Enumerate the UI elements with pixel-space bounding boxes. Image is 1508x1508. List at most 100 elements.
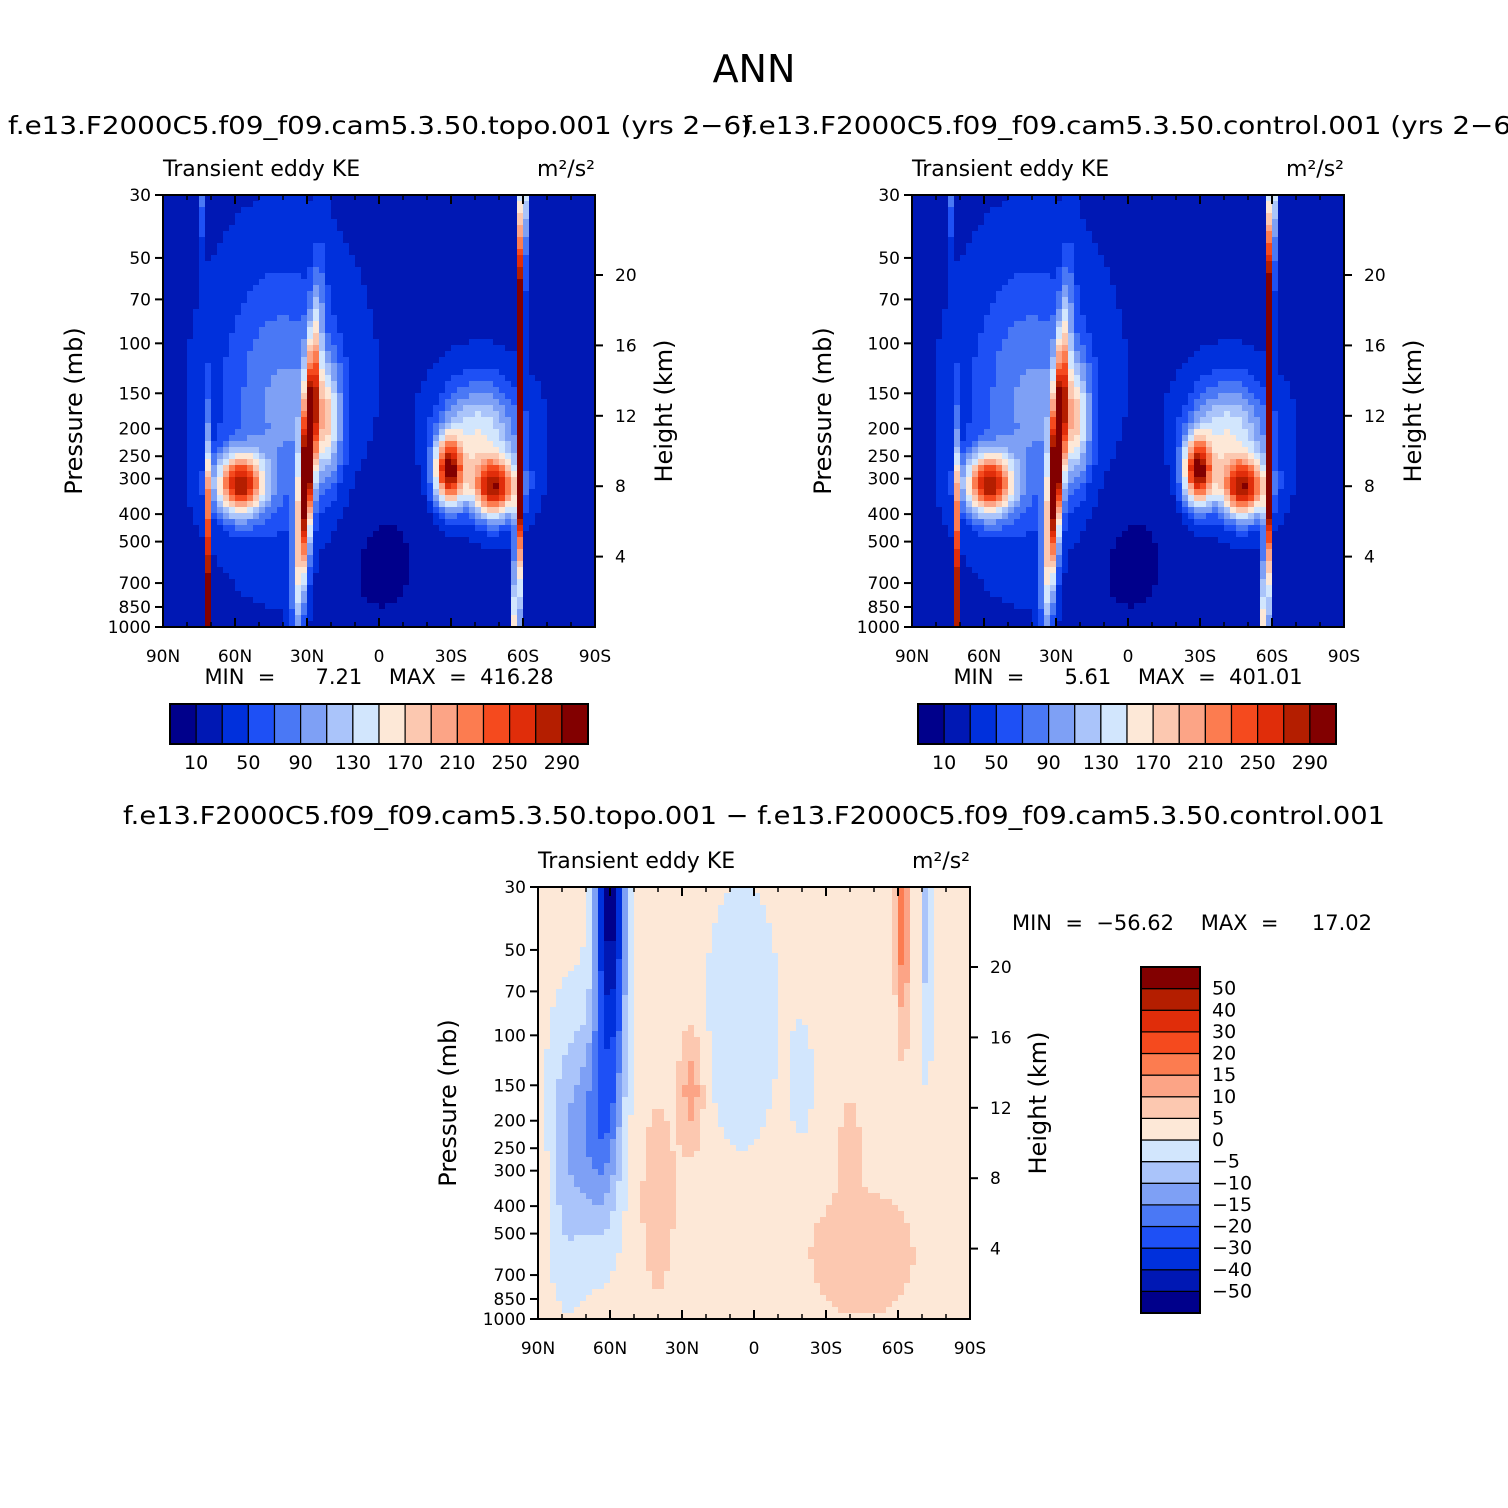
field-cell [361, 597, 368, 604]
field-cell [535, 555, 542, 562]
field-cell [283, 507, 290, 514]
field-cell [433, 519, 440, 526]
field-cell [493, 537, 500, 544]
field-cell [349, 315, 356, 322]
field-cell [481, 237, 488, 244]
field-cell [589, 525, 595, 532]
field-cell [199, 429, 206, 436]
field-cell [463, 537, 470, 544]
field-cell [517, 333, 524, 340]
field-cell [505, 411, 512, 418]
field-cell [427, 393, 434, 400]
field-cell [301, 201, 308, 208]
field-cell [523, 393, 530, 400]
field-cell [481, 231, 488, 238]
field-cell [577, 219, 584, 226]
field-cell [211, 393, 218, 400]
field-cell [283, 423, 290, 430]
field-cell [349, 357, 356, 364]
field-cell [331, 573, 338, 580]
field-cell [571, 567, 578, 574]
field-cell [583, 507, 590, 514]
field-cell [577, 513, 584, 520]
field-cell [439, 357, 446, 364]
field-cell [217, 297, 224, 304]
field-cell [421, 483, 428, 490]
field-cell [217, 315, 224, 322]
field-cell [205, 339, 212, 346]
field-cell [499, 225, 506, 232]
field-cell [349, 261, 356, 268]
field-cell [535, 465, 542, 472]
field-cell [385, 501, 392, 508]
field-cell [481, 579, 488, 586]
field-cell [421, 375, 428, 382]
field-cell [589, 507, 595, 514]
field-cell [571, 291, 578, 298]
field-cell [199, 315, 206, 322]
field-cell [409, 543, 416, 550]
field-cell [301, 567, 308, 574]
field-cell [247, 537, 254, 544]
field-cell [589, 339, 595, 346]
field-cell [319, 567, 326, 574]
field-cell [313, 321, 320, 328]
field-cell [493, 237, 500, 244]
field-cell [217, 309, 224, 316]
field-cell [541, 363, 548, 370]
field-cell [409, 501, 416, 508]
field-cell [385, 579, 392, 586]
field-cell [379, 429, 386, 436]
field-cell [547, 495, 554, 502]
field-cell [553, 309, 560, 316]
field-cell [235, 273, 242, 280]
field-cell [307, 225, 314, 232]
field-cell [349, 285, 356, 292]
field-cell [385, 321, 392, 328]
field-cell [349, 345, 356, 352]
field-cell [217, 231, 224, 238]
field-cell [205, 435, 212, 442]
field-cell [451, 597, 458, 604]
field-cell [463, 231, 470, 238]
field-cell [301, 213, 308, 220]
field-cell [583, 573, 590, 580]
field-cell [397, 243, 404, 250]
field-cell [439, 387, 446, 394]
field-cell [409, 465, 416, 472]
field-cell [301, 471, 308, 478]
field-cell [355, 207, 362, 214]
field-cell [331, 267, 338, 274]
field-cell [331, 585, 338, 592]
field-cell [391, 507, 398, 514]
field-cell [349, 393, 356, 400]
field-cell [259, 297, 266, 304]
field-cell [247, 549, 254, 556]
field-cell [229, 195, 236, 202]
field-cell [397, 435, 404, 442]
field-cell [265, 483, 272, 490]
field-cell [271, 561, 278, 568]
field-cell [241, 495, 248, 502]
field-cell [475, 237, 482, 244]
field-cell [235, 507, 242, 514]
field-cell [409, 255, 416, 262]
field-cell [301, 327, 308, 334]
field-cell [535, 513, 542, 520]
field-cell [457, 411, 464, 418]
field-cell [439, 333, 446, 340]
field-cell [571, 435, 578, 442]
field-cell [163, 507, 170, 514]
field-cell [367, 219, 374, 226]
field-cell [451, 345, 458, 352]
field-cell [493, 489, 500, 496]
field-cell [517, 363, 524, 370]
field-cell [283, 249, 290, 256]
field-cell [307, 249, 314, 256]
field-cell [409, 213, 416, 220]
field-cell [535, 585, 542, 592]
field-cell [337, 411, 344, 418]
field-cell [271, 261, 278, 268]
field-cell [223, 315, 230, 322]
field-cell [415, 561, 422, 568]
